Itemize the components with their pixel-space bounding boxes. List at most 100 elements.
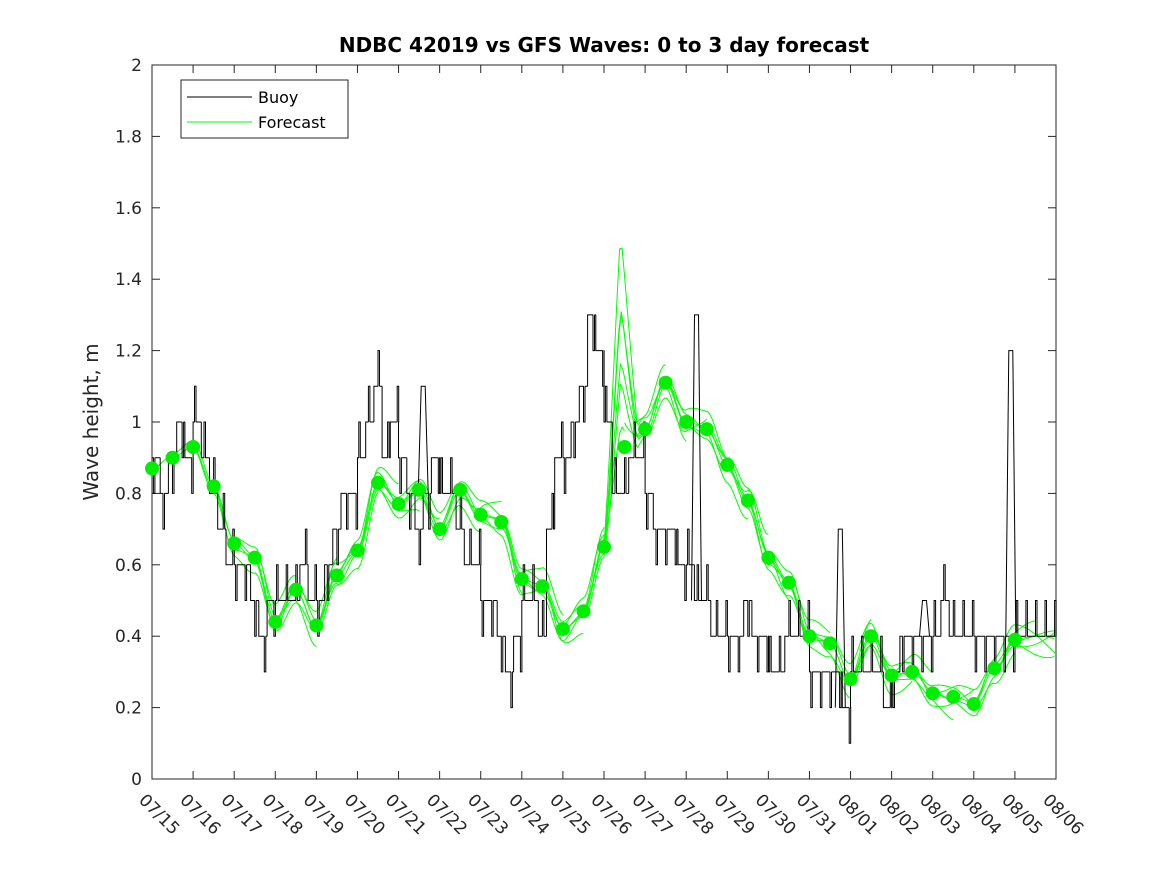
forecast-dot [514,572,529,587]
forecast-dot [268,614,283,629]
forecast-dot [987,661,1002,676]
forecast-run-line [562,247,687,630]
x-tick-label: 07/20 [340,790,389,839]
forecast-dot [288,582,303,597]
y-tick-label: 1.6 [115,199,142,219]
forecast-run-line [316,487,440,626]
y-tick-label: 1.4 [115,270,142,290]
forecast-dot [329,568,344,583]
x-tick-label: 07/19 [299,790,348,839]
x-tick-label: 08/02 [874,790,923,839]
forecast-dot [186,439,201,454]
forecast-dot [905,664,920,679]
forecast-dot [391,497,406,512]
x-tick-label: 08/06 [1038,790,1087,839]
forecast-dot [740,493,755,508]
x-tick-label: 07/15 [134,790,183,839]
buoy-line [152,314,1057,744]
forecast-dot [247,550,262,565]
forecast-dot [453,482,468,497]
forecast-dot [432,522,447,537]
forecast-run-line [994,630,1057,669]
y-tick-label: 0.2 [115,699,142,719]
buoy-spike [417,385,429,494]
forecast-dot [761,550,776,565]
forecast-dot [473,507,488,522]
forecast-run-line [439,490,564,616]
forecast-run-line [665,382,790,601]
forecast-dot [227,536,242,551]
forecast-dot [206,479,221,494]
forecast-dot [145,461,159,476]
x-tick-label: 07/26 [586,790,635,839]
forecast-dot [412,482,427,497]
forecast-dot [925,686,940,701]
buoy-spike [691,314,702,601]
x-tick-label: 08/03 [915,790,964,839]
forecast-dot [494,514,509,529]
forecast-dot [617,439,632,454]
x-tick-label: 07/24 [504,790,553,839]
x-tick-label: 08/01 [833,790,882,839]
x-tick-label: 07/30 [751,790,800,839]
forecast-dot [535,579,550,594]
x-tick-label: 07/29 [710,790,759,839]
legend-buoy-label: Buoy [258,88,298,107]
buoy-spike [919,600,930,637]
forecast-dot [699,422,714,437]
forecast-run-line [624,375,748,519]
y-axis-label: Wave height, m [79,343,103,500]
forecast-dot [802,629,817,644]
y-tick-label: 0.6 [115,556,142,576]
x-tick-label: 07/18 [258,790,307,839]
y-tick-label: 0 [131,770,142,790]
x-tick-label: 07/28 [669,790,718,839]
plot-area: 00.20.40.60.811.21.41.61.8207/1507/1607/… [115,56,1087,839]
forecast-dot [309,618,324,633]
forecast-dot [350,543,365,558]
forecast-dot [679,415,694,429]
forecast-dot [576,604,591,619]
forecast-dot [1007,632,1022,647]
x-tick-label: 07/23 [463,790,512,839]
x-tick-label: 07/25 [545,790,594,839]
forecast-dots [145,375,1022,712]
y-tick-label: 0.8 [115,484,142,504]
x-tick-label: 07/22 [422,790,471,839]
forecast-dot [966,697,981,712]
forecast-run-line [172,447,296,605]
legend-forecast-label: Forecast [258,113,326,132]
forecast-dot [720,457,735,472]
forecast-dot [658,375,673,390]
forecast-dot [884,668,899,683]
y-tick-label: 2 [131,56,142,76]
forecast-dot [823,636,837,651]
x-tick-label: 07/31 [792,790,841,839]
forecast-dot [781,575,796,590]
buoy-spike [1005,350,1017,637]
legend-box [180,79,349,139]
legend: Buoy Forecast [180,79,349,139]
forecast-dot [864,629,879,644]
forecast-dot [946,689,961,704]
forecast-dot [597,539,611,554]
buoy-spike [834,528,846,708]
x-tick-label: 08/04 [956,790,1005,839]
y-tick-label: 1.8 [115,127,142,147]
forecast-dot [638,422,653,437]
forecast-dot [165,450,180,465]
x-tick-label: 07/16 [176,790,225,839]
forecast-dot [843,672,858,687]
x-tick-label: 08/05 [997,790,1046,839]
x-tick-label: 07/17 [217,790,266,839]
forecast-dot [371,475,385,490]
x-tick-label: 07/21 [381,790,430,839]
x-tick-label: 07/27 [628,790,677,839]
y-tick-label: 1 [131,413,142,433]
forecast-runs [151,247,1057,721]
y-tick-label: 1.2 [115,342,142,362]
y-tick-label: 0.4 [115,627,142,647]
chart-title: NDBC 42019 vs GFS Waves: 0 to 3 day fore… [339,33,870,57]
forecast-dot [555,622,570,637]
